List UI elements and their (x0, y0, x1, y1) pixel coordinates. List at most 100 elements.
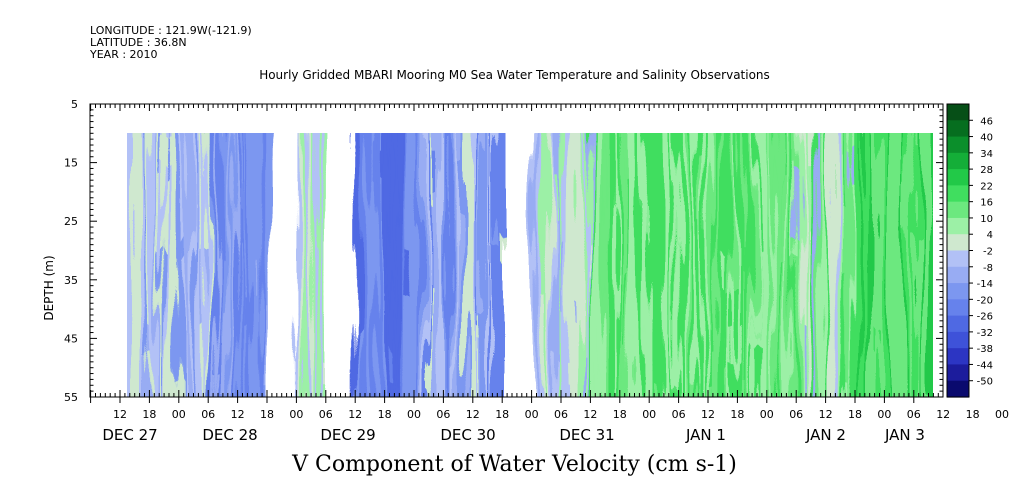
heatmap-cell (758, 133, 763, 397)
heatmap-cell (262, 133, 267, 397)
heatmap-cell (142, 354, 147, 397)
heatmap-cell (142, 133, 147, 397)
heatmap-cell (471, 133, 475, 397)
heatmap-cell (773, 133, 778, 397)
y-axis-label: DEPTH (m) (42, 255, 56, 320)
heatmap-cell (256, 255, 261, 291)
heatmap-cell (638, 133, 643, 397)
heatmap-cell (647, 133, 652, 397)
heatmap-cell (208, 193, 213, 273)
x-hour-tick-label: 00 (525, 408, 539, 421)
heatmap-cell (764, 133, 769, 397)
heatmap-cell (435, 133, 439, 397)
x-hour-tick-label: 12 (348, 408, 362, 421)
heatmap-cell (241, 133, 246, 397)
heatmap-cell (406, 250, 411, 298)
heatmap-cell (755, 253, 760, 347)
heatmap-cell (743, 381, 748, 397)
heatmap-cell (501, 133, 505, 397)
heatmap-cell (994, 123, 998, 407)
heatmap-cell (163, 140, 168, 166)
velocity-streaks (127, 123, 1007, 407)
x-date-label: DEC 30 (440, 426, 495, 444)
heatmap-cell (811, 133, 816, 397)
heatmap-cell (894, 133, 898, 397)
heatmap-cell (850, 133, 855, 397)
heatmap-cell (423, 133, 427, 397)
heatmap-cell (674, 133, 679, 397)
heatmap-cell (447, 133, 451, 397)
heatmap-cell (668, 133, 673, 397)
heatmap-cell (710, 133, 715, 397)
heatmap-cell (844, 133, 849, 397)
heatmap-cell (796, 169, 801, 246)
x-hour-tick-label: 18 (966, 408, 980, 421)
heatmap-cell (564, 363, 569, 386)
heatmap-cell (299, 133, 304, 397)
x-hour-tick-label: 06 (789, 408, 803, 421)
heatmap-cell (364, 133, 369, 397)
heatmap-cell (796, 133, 801, 397)
heatmap-cell (770, 133, 775, 397)
heatmap-cell (870, 133, 874, 397)
latitude-label: LATITUDE : 36.8N (90, 36, 187, 49)
heatmap-cell (602, 133, 607, 397)
heatmap-cell (241, 159, 246, 197)
y-tick-label: 15 (64, 157, 78, 170)
x-hour-tick-label: 00 (995, 408, 1009, 421)
heatmap-cell (692, 133, 697, 397)
heatmap-cell (181, 240, 186, 263)
heatmap-cell (388, 133, 393, 397)
heatmap-cell (593, 133, 598, 397)
colorbar-swatch (947, 331, 969, 349)
heatmap-cell (608, 133, 613, 397)
heatmap-cell (930, 133, 933, 397)
heatmap-cell (713, 133, 718, 397)
colorbar-tick-label: -20 (977, 295, 993, 306)
heatmap-cell (552, 133, 557, 397)
x-hour-tick-label: 00 (642, 408, 656, 421)
heatmap-cell (409, 133, 414, 397)
heatmap-cell (829, 133, 834, 397)
x-hour-tick-label: 18 (730, 408, 744, 421)
heatmap-cell (785, 133, 790, 397)
heatmap-cell (205, 133, 210, 397)
heatmap-cell (927, 133, 931, 397)
heatmap-cell (924, 133, 928, 397)
heatmap-cell (728, 290, 733, 364)
x-hour-tick-label: 06 (201, 408, 215, 421)
heatmap-cell (148, 133, 153, 397)
colorbar-tick-label: 16 (980, 198, 993, 209)
heatmap-cell (426, 133, 430, 397)
heatmap-cell (432, 152, 436, 192)
heatmap-cell (808, 133, 813, 397)
heatmap-cell (438, 133, 442, 397)
heatmap-cell (561, 241, 566, 309)
heatmap-cell (799, 133, 804, 397)
chart-title: Hourly Gridded MBARI Mooring M0 Sea Wate… (259, 68, 770, 82)
heatmap-cell (701, 133, 706, 397)
heatmap-cell (163, 133, 168, 397)
heatmap-cell (244, 296, 249, 326)
heatmap-cell (731, 133, 736, 397)
heatmap-cell (199, 248, 204, 325)
heatmap-cell (626, 177, 631, 265)
heatmap-cell (160, 179, 165, 252)
colorbar-swatch (947, 234, 969, 252)
x-date-label: DEC 27 (102, 426, 157, 444)
heatmap-cell (844, 383, 849, 397)
heatmap-cell (918, 133, 922, 397)
heatmap-cell (226, 133, 231, 397)
x-date-label: JAN 2 (805, 426, 846, 444)
heatmap-cell (734, 133, 739, 397)
heatmap-cell (1003, 123, 1007, 407)
heatmap-cell (841, 208, 846, 275)
heatmap-cell (543, 133, 548, 397)
colorbar-swatch (947, 201, 969, 219)
heatmap-cell (680, 311, 685, 344)
heatmap-cell (743, 133, 748, 397)
heatmap-cell (441, 248, 445, 328)
heatmap-cell (835, 133, 840, 397)
heatmap-cell (232, 133, 237, 397)
heatmap-cell (814, 133, 819, 397)
